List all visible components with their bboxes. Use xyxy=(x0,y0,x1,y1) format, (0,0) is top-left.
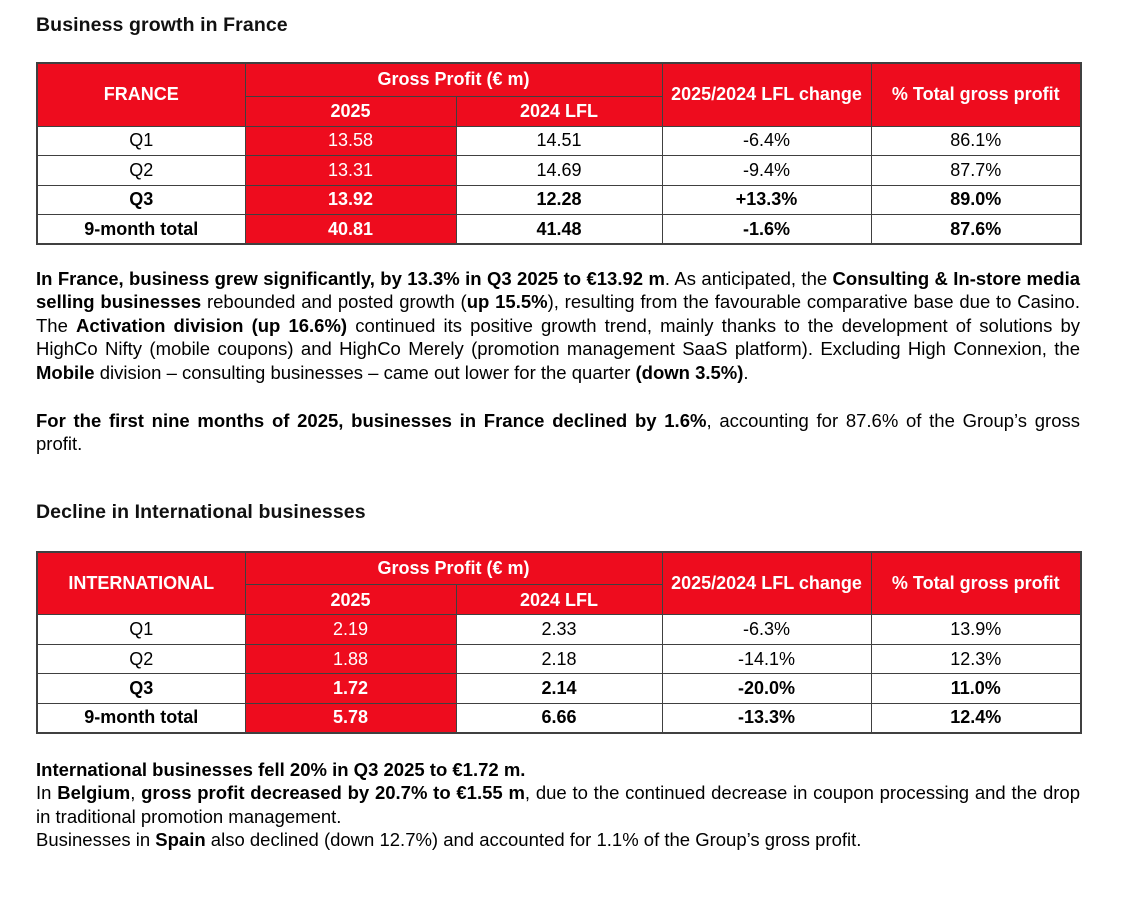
cell-change: -6.3% xyxy=(661,614,872,645)
year-2025-column-header: 2025 xyxy=(244,584,457,616)
period-label: Q3 xyxy=(36,184,246,215)
text-segment: In xyxy=(36,782,58,804)
cell-change: -6.4% xyxy=(661,125,872,156)
text-segment: rebounded and posted growth ( xyxy=(201,291,467,313)
period-label: 9-month total xyxy=(36,702,246,734)
table-row-q1: Q1 13.58 14.51 -6.4% 86.1% xyxy=(36,125,1082,156)
cell-share: 11.0% xyxy=(870,673,1082,704)
international-table-header-row-2: 2025 2024 LFL xyxy=(37,584,1081,616)
text-segment: ), resulting from the favourable compara… xyxy=(36,291,1080,336)
cell-gp-2025: 13.58 xyxy=(244,125,457,156)
cell-change: -9.4% xyxy=(661,155,872,186)
text-segment: Mobile xyxy=(36,361,95,383)
table-row-q3: Q3 1.72 2.14 -20.0% 11.0% xyxy=(36,673,1082,704)
year-2024-column-header: 2024 LFL xyxy=(455,95,663,127)
france-table: FRANCE Gross Profit (€ m) 2025/2024 LFL … xyxy=(36,62,1082,245)
france-commentary-paragraph: In France, business grew significantly, … xyxy=(36,267,1080,384)
spain-paragraph: Businesses in Spain also declined (down … xyxy=(36,828,1080,851)
cell-gp-2024: 2.18 xyxy=(455,643,663,675)
cell-gp-2025: 2.19 xyxy=(244,614,457,645)
cell-gp-2024: 14.69 xyxy=(455,155,663,186)
table-row-q2: Q2 1.88 2.18 -14.1% 12.3% xyxy=(36,643,1082,675)
cell-gp-2025: 1.88 xyxy=(244,643,457,675)
cell-gp-2025: 40.81 xyxy=(244,214,457,245)
text-segment: up 15.5% xyxy=(466,291,548,313)
france-nine-month-paragraph: For the first nine months of 2025, busin… xyxy=(36,409,1080,456)
cell-share: 12.3% xyxy=(870,643,1082,675)
international-table: INTERNATIONAL Gross Profit (€ m) 2025/20… xyxy=(36,550,1082,734)
cell-share: 86.1% xyxy=(870,125,1082,156)
cell-gp-2024: 14.51 xyxy=(455,125,663,156)
text-segment: Spain xyxy=(155,829,206,851)
year-2025-column-header: 2025 xyxy=(244,95,457,127)
gross-profit-column-group-header: Gross Profit (€ m) xyxy=(244,551,663,586)
cell-change: -1.6% xyxy=(661,214,872,245)
cell-gp-2025: 1.72 xyxy=(244,673,457,704)
cell-gp-2025: 5.78 xyxy=(244,702,457,734)
cell-share: 89.0% xyxy=(870,184,1082,215)
section-heading-france: Business growth in France xyxy=(36,14,288,36)
table-row-q1: Q1 2.19 2.33 -6.3% 13.9% xyxy=(36,614,1082,645)
cell-gp-2025: 13.31 xyxy=(244,155,457,186)
period-label: Q2 xyxy=(36,155,246,186)
cell-gp-2024: 12.28 xyxy=(455,184,663,215)
period-label: 9-month total xyxy=(36,214,246,245)
cell-change: -20.0% xyxy=(661,673,872,704)
cell-gp-2024: 2.14 xyxy=(455,673,663,704)
table-row-9-month-total: 9-month total 40.81 41.48 -1.6% 87.6% xyxy=(36,214,1082,245)
international-region-header: INTERNATIONAL xyxy=(36,551,246,616)
cell-gp-2024: 6.66 xyxy=(455,702,663,734)
international-commentary: International businesses fell 20% in Q3 … xyxy=(36,758,1080,852)
period-label: Q2 xyxy=(36,643,246,675)
text-segment: Businesses in xyxy=(36,829,156,851)
text-segment: , accounting for 87.6% of the Group’s gr… xyxy=(36,410,1081,455)
text-segment: division – consulting businesses – came … xyxy=(94,361,636,383)
cell-change: -14.1% xyxy=(661,643,872,675)
total-share-column-header: % Total gross profit xyxy=(870,551,1082,616)
period-label: Q1 xyxy=(36,125,246,156)
cell-share: 13.9% xyxy=(870,614,1082,645)
change-column-header: 2025/2024 LFL change xyxy=(661,62,872,127)
cell-share: 87.7% xyxy=(870,155,1082,186)
gross-profit-column-group-header: Gross Profit (€ m) xyxy=(244,62,663,97)
cell-gp-2025: 13.92 xyxy=(244,184,457,215)
international-q3-paragraph: International businesses fell 20% in Q3 … xyxy=(36,758,1080,781)
text-segment: In France, business grew significantly, … xyxy=(36,268,665,289)
france-table-header-row-1: FRANCE Gross Profit (€ m) 2025/2024 LFL … xyxy=(36,62,1082,127)
table-row-q3: Q3 13.92 12.28 +13.3% 89.0% xyxy=(36,184,1082,215)
cell-share: 87.6% xyxy=(870,214,1082,245)
text-segment: For the first nine months of 2025, busin… xyxy=(36,410,707,432)
text-segment: Activation division (up 16.6%) xyxy=(76,314,348,336)
cell-gp-2024: 2.33 xyxy=(455,614,663,645)
table-row-9-month-total: 9-month total 5.78 6.66 -13.3% 12.4% xyxy=(36,702,1082,734)
period-label: Q3 xyxy=(36,673,246,704)
text-segment: Belgium xyxy=(57,782,131,804)
cell-change: -13.3% xyxy=(661,702,872,734)
text-segment: also declined (down 12.7%) and accounted… xyxy=(205,829,862,851)
text-segment: (down 3.5%) xyxy=(635,361,744,383)
table-row-q2: Q2 13.31 14.69 -9.4% 87.7% xyxy=(36,155,1082,186)
cell-share: 12.4% xyxy=(870,702,1082,734)
cell-gp-2024: 41.48 xyxy=(455,214,663,245)
text-segment: . xyxy=(743,361,749,383)
text-segment: , xyxy=(130,782,142,804)
international-table-header-row-1: INTERNATIONAL Gross Profit (€ m) 2025/20… xyxy=(36,551,1082,616)
cell-change: +13.3% xyxy=(661,184,872,215)
text-segment: gross profit decreased by 20.7% to €1.55… xyxy=(141,782,525,804)
france-table-header-row-2: 2025 2024 LFL xyxy=(37,95,1081,127)
text-segment: Consulting & In-store media selling busi… xyxy=(36,268,1080,313)
text-segment: International businesses fell 20% in Q3 … xyxy=(36,758,526,780)
year-2024-column-header: 2024 LFL xyxy=(455,584,663,616)
text-segment: , due to the continued decrease in coupo… xyxy=(36,782,1081,827)
belgium-paragraph: In Belgium, gross profit decreased by 20… xyxy=(36,781,1080,828)
text-segment: continued its positive growth trend, mai… xyxy=(36,314,1080,360)
change-column-header: 2025/2024 LFL change xyxy=(661,551,872,616)
text-segment: . As anticipated, the xyxy=(664,268,833,289)
section-heading-international: Decline in International businesses xyxy=(36,500,366,523)
france-region-header: FRANCE xyxy=(36,62,246,127)
total-share-column-header: % Total gross profit xyxy=(870,62,1082,127)
period-label: Q1 xyxy=(36,614,246,645)
